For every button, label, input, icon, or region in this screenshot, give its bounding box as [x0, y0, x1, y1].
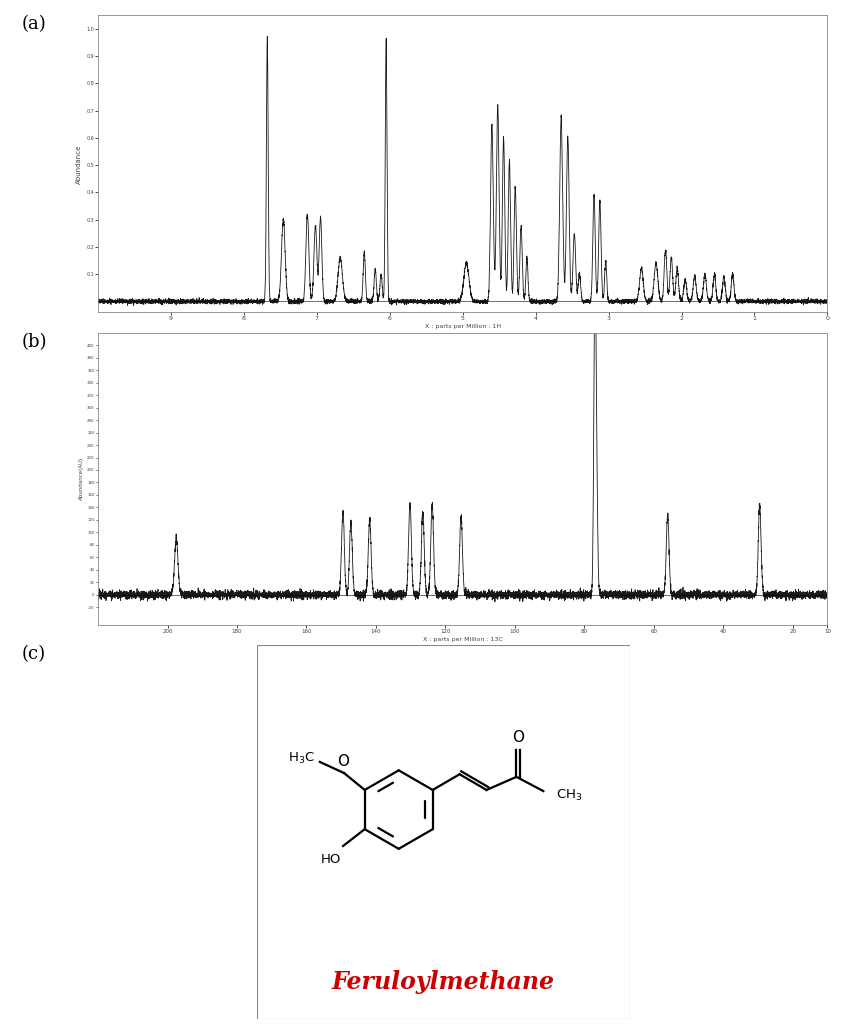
X-axis label: X : parts per Million : 13C: X : parts per Million : 13C	[423, 637, 502, 642]
Text: (a): (a)	[21, 15, 46, 34]
Text: H$_3$C: H$_3$C	[288, 751, 315, 766]
Text: CH$_3$: CH$_3$	[556, 788, 582, 803]
Text: (c): (c)	[21, 645, 45, 664]
Text: O: O	[337, 754, 349, 769]
Y-axis label: Abundance(AU): Abundance(AU)	[79, 457, 84, 501]
Y-axis label: Abundance: Abundance	[76, 144, 82, 183]
Text: O: O	[512, 730, 524, 745]
Text: HO: HO	[320, 853, 341, 865]
X-axis label: X : parts per Million : 1H: X : parts per Million : 1H	[424, 325, 500, 330]
Text: (b): (b)	[21, 333, 47, 351]
Text: Feruloylmethane: Feruloylmethane	[331, 970, 555, 993]
